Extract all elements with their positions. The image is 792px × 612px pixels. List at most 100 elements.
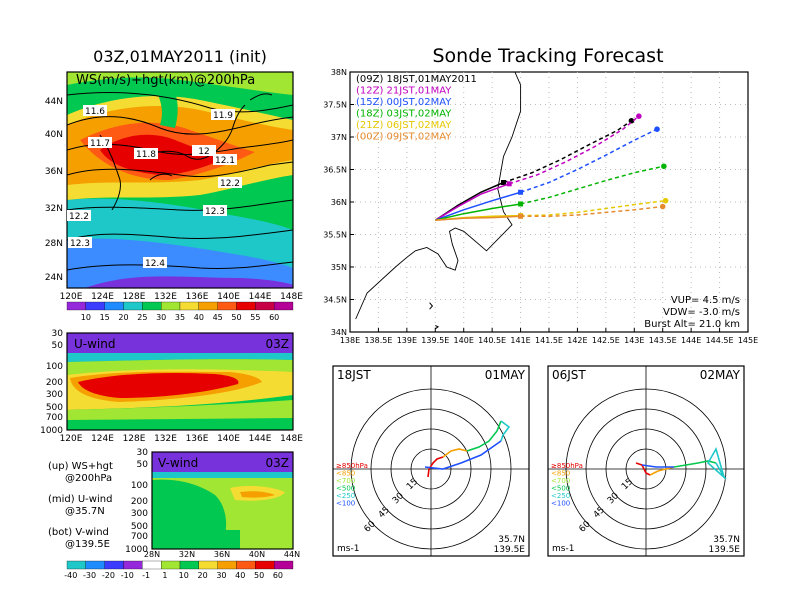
burst-text: Burst Alt= 21.0 km <box>644 319 740 330</box>
hodo-trace <box>673 460 717 468</box>
ws-lon-tick: 136E <box>186 292 209 302</box>
v-lat-tick: 40N <box>249 550 265 559</box>
ws-lat-ticks: 44N 40N 36N 32N 28N 24N <box>45 97 63 283</box>
y-tick-label: 36.5N <box>323 166 347 175</box>
note-up-a: (up) WS+hgt <box>48 461 113 472</box>
track-line-solid <box>434 183 510 221</box>
hodo-trace <box>442 448 468 458</box>
ws-lon-tick: 144E <box>249 292 272 302</box>
hodo-trace <box>466 420 502 452</box>
colorbar-cell <box>85 560 105 570</box>
v-panel-time: 03Z <box>266 456 290 470</box>
contour-label: 12.2 <box>220 179 240 189</box>
ws-contour-labels: 11.6 11.9 11.7 11.8 12 12.1 12.2 12.2 12.3 12.3 12… <box>67 105 242 269</box>
chart-title: Sonde Tracking Forecast <box>432 45 663 67</box>
colorbar-cell <box>198 301 218 311</box>
landing-marker <box>661 163 667 170</box>
track-line-dashed <box>520 165 665 205</box>
colorbar-label: 60 <box>273 571 283 580</box>
x-tick-label: 141.5E <box>535 336 563 345</box>
colorbar-label: 40 <box>194 313 204 322</box>
hodograph-left: 18JST 01MAY15304560≥850hPa<850<700<500<25… <box>332 365 530 557</box>
hodo-level-label: <100 <box>551 500 570 508</box>
ws-lat-tick: 44N <box>45 97 63 107</box>
ws-panel: WS(m/s)+hgt(km)@200hPa 44N 40N 36N 32N 28N 24… <box>45 71 304 322</box>
x-tick-label: 142E <box>567 336 587 345</box>
pressure-tick: 50 <box>137 460 149 470</box>
colorbar-cell <box>104 301 124 311</box>
hodo-trace <box>500 420 511 442</box>
pressure-tick: 500 <box>46 403 63 413</box>
ws-lat-tick: 28N <box>45 239 63 249</box>
track-line-dashed <box>520 128 658 193</box>
pressure-tick: 1000 <box>40 426 63 436</box>
hodo-level-label: <250 <box>336 492 355 500</box>
pressure-tick: 100 <box>46 362 63 372</box>
v-lat-tick: 44N <box>284 550 300 559</box>
u-lon-tick: 120E <box>60 434 83 444</box>
hodo-date: 01MAY <box>485 368 526 382</box>
contour-label: 12.1 <box>215 156 235 166</box>
note-bot-b: @139.5E <box>65 539 110 550</box>
ws-lat-tick: 40N <box>45 130 63 140</box>
colorbar-label: 20 <box>118 313 128 322</box>
hodo-unit: ms-1 <box>552 544 574 554</box>
colorbar-cell <box>255 560 275 570</box>
colorbar-label: -30 <box>83 571 96 580</box>
v-lat-tick: 36N <box>214 550 230 559</box>
colorbar-label: 50 <box>231 313 241 322</box>
v-colorbar: -40 -30 -20 -10 -1 1 10 20 30 40 50 60 <box>64 560 294 580</box>
burst-marker <box>518 213 524 219</box>
legend-entry: (09Z) 18JST,01MAY2011 <box>356 74 477 85</box>
pressure-tick: 100 <box>131 481 148 491</box>
ws-lon-ticks: 120E 124E 128E 132E 136E 140E 144E 148E <box>60 292 304 302</box>
x-tick-label: 143E <box>624 336 644 345</box>
contour-label-bg <box>192 145 216 156</box>
hodo-unit: ms-1 <box>337 544 359 554</box>
hodo-trace <box>424 440 502 470</box>
contour-label-bg <box>213 154 237 165</box>
colorbar-cell <box>274 560 294 570</box>
pressure-tick: 50 <box>52 341 64 351</box>
colorbar-cell <box>179 301 199 311</box>
colorbar-label: 20 <box>198 571 208 580</box>
track-line-solid <box>435 191 521 221</box>
y-tick-label: 36N <box>331 198 347 207</box>
hodo-time: 06JST <box>552 368 586 382</box>
contour-label: 11.8 <box>136 150 156 160</box>
hodo-level-label: <850 <box>336 470 355 478</box>
x-tick-label: 143.5E <box>649 336 677 345</box>
u-lon-tick: 144E <box>249 434 272 444</box>
vdw-text: VDW= -3.0 m/s <box>663 307 740 318</box>
colorbar-label: 55 <box>250 313 260 322</box>
coastline <box>355 71 522 320</box>
hodo-level-label: <250 <box>551 492 570 500</box>
track-ticks: 138E 138.5E 139E 139.5E 140E 140.5E 141E 141.5E… <box>323 68 758 345</box>
u-lon-ticks: 120E 124E 128E 132E 136E 140E 144E 148E <box>60 434 304 444</box>
hodo-level-label: <500 <box>551 485 570 493</box>
y-tick-label: 34.5N <box>323 296 347 305</box>
hodo-trace <box>641 464 674 468</box>
pressure-tick: 700 <box>46 413 63 423</box>
contour-label: 11.9 <box>213 111 233 121</box>
legend-entry: (12Z) 21JST,01MAY <box>356 86 452 97</box>
contour-label: 11.6 <box>85 107 105 117</box>
island <box>429 302 434 310</box>
colorbar-label: 35 <box>175 313 185 322</box>
x-tick-label: 142.5E <box>592 336 620 345</box>
colorbar-cell <box>142 301 162 311</box>
colorbar-cell <box>274 301 294 311</box>
pressure-tick: 300 <box>131 509 148 519</box>
hodo-date: 02MAY <box>700 368 741 382</box>
contour-label-bg <box>67 210 91 221</box>
colorbar-label: 1 <box>162 571 167 580</box>
contour-label-bg <box>143 257 167 268</box>
colorbar-cell <box>217 560 237 570</box>
u-lon-tick: 128E <box>123 434 146 444</box>
track-line-solid <box>435 203 521 221</box>
u-panel-label: U-wind <box>74 337 115 351</box>
u-lon-tick: 136E <box>186 434 209 444</box>
track-line-dashed <box>520 205 663 218</box>
landing-marker <box>662 197 669 204</box>
ws-colorbar: 10 15 20 25 30 35 40 45 50 55 60 <box>66 301 294 322</box>
